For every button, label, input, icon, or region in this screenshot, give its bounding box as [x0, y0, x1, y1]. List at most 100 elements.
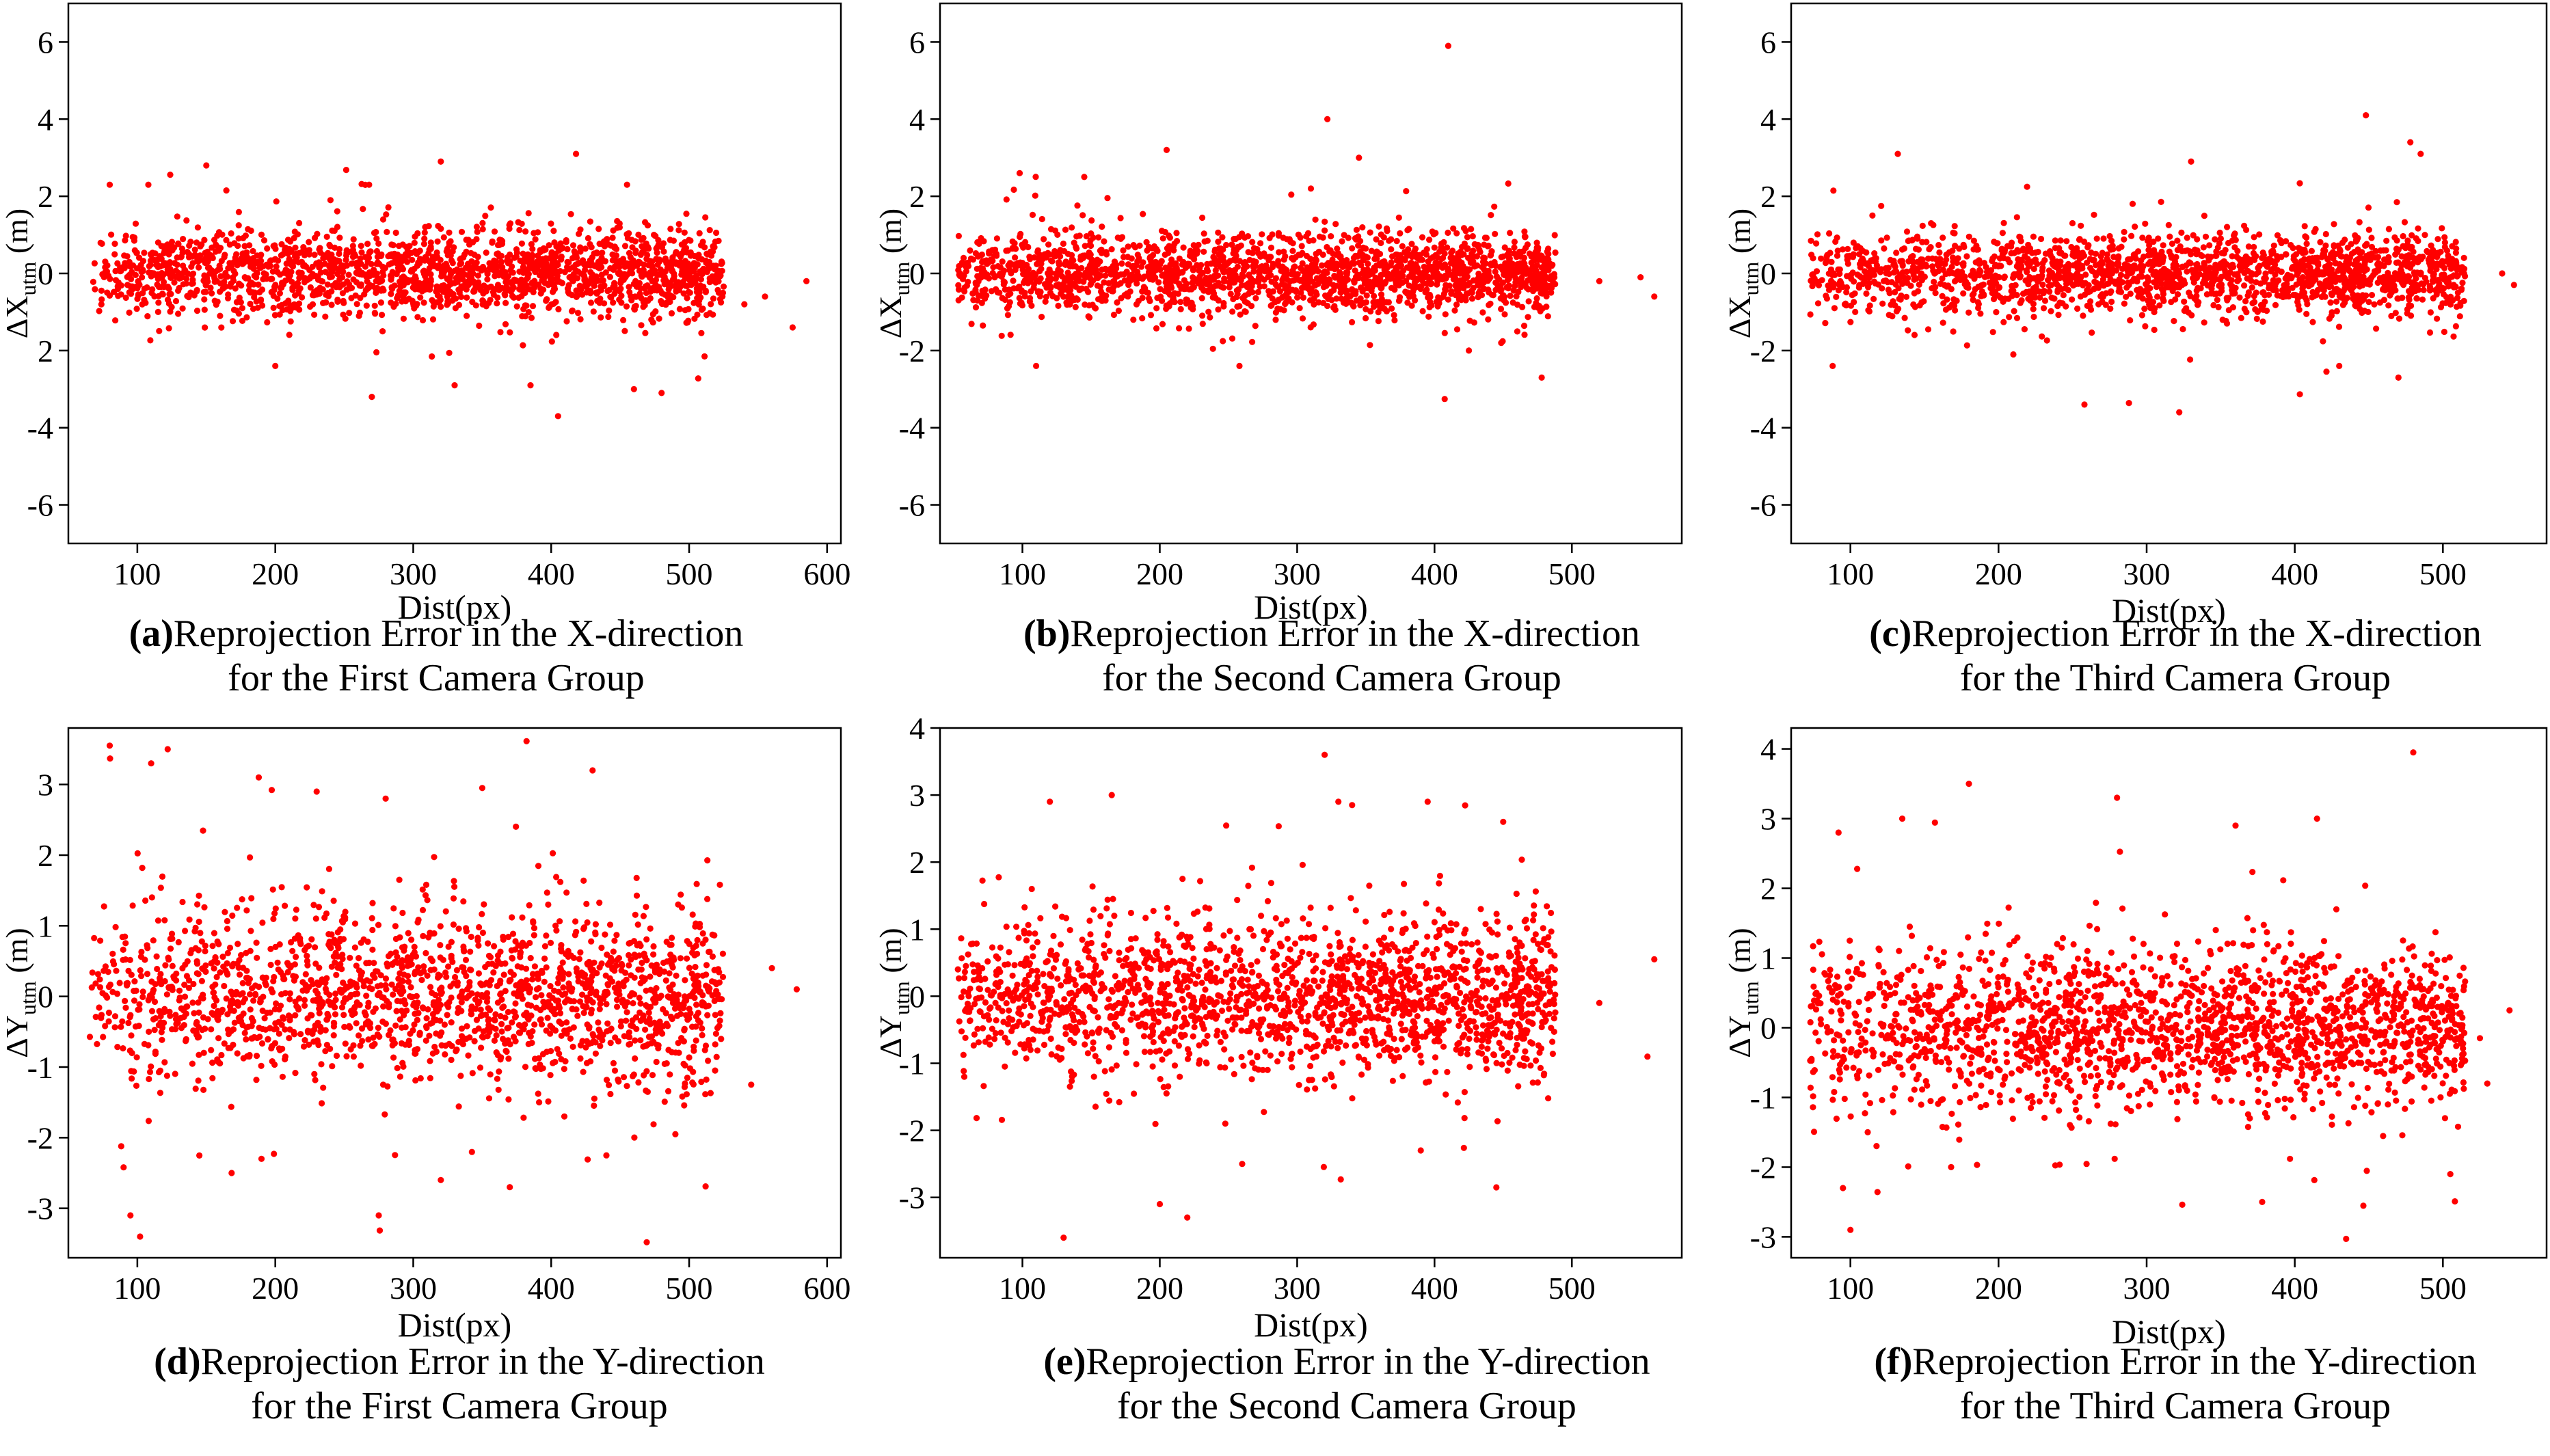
- data-point: [527, 262, 534, 269]
- data-point: [1084, 267, 1092, 274]
- data-point: [1030, 269, 1036, 276]
- data-point: [379, 263, 386, 270]
- data-point: [1404, 264, 1411, 271]
- data-point: [1367, 342, 1373, 349]
- data-point: [2005, 295, 2012, 302]
- data-point: [1045, 250, 1051, 256]
- data-point: [270, 304, 277, 311]
- data-point: [657, 266, 664, 273]
- data-point: [706, 275, 713, 282]
- data-point: [1391, 316, 1398, 324]
- data-point: [232, 254, 239, 261]
- data-point: [507, 258, 513, 265]
- data-point: [498, 258, 505, 265]
- data-point: [1219, 234, 1226, 241]
- data-point: [554, 260, 561, 267]
- data-point: [641, 269, 647, 275]
- data-point: [215, 247, 222, 254]
- data-point: [2456, 313, 2463, 320]
- data-point: [1464, 268, 1471, 275]
- data-point: [2251, 234, 2257, 241]
- data-point: [985, 275, 993, 282]
- data-point: [241, 243, 248, 250]
- data-point: [1073, 295, 1080, 302]
- data-point: [2231, 230, 2238, 237]
- data-point: [716, 295, 724, 303]
- data-point: [1436, 260, 1443, 267]
- data-point: [343, 252, 350, 259]
- data-point: [632, 278, 639, 284]
- y-tick-label: 2: [38, 334, 53, 368]
- data-point: [148, 252, 155, 258]
- data-point: [1851, 278, 1857, 285]
- data-point: [579, 291, 586, 298]
- data-point: [1045, 280, 1051, 287]
- data-point: [523, 275, 531, 282]
- data-point: [178, 254, 185, 260]
- data-point: [1158, 228, 1166, 234]
- data-point: [278, 284, 285, 291]
- data-point: [1231, 256, 1238, 263]
- data-point: [1235, 243, 1242, 250]
- data-point: [681, 229, 688, 236]
- data-point: [447, 238, 454, 245]
- data-point: [1375, 318, 1382, 325]
- data-point: [2375, 260, 2382, 267]
- data-point: [1434, 281, 1440, 288]
- data-point: [1420, 270, 1427, 277]
- data-point: [214, 298, 221, 305]
- data-point: [577, 226, 584, 233]
- data-point: [310, 273, 317, 280]
- data-point: [1252, 258, 1259, 265]
- data-point: [1349, 286, 1356, 293]
- data-point: [375, 240, 382, 247]
- data-point: [693, 288, 700, 295]
- data-point: [301, 275, 308, 282]
- data-point: [2024, 183, 2030, 190]
- data-point: [1121, 277, 1128, 284]
- data-point: [1808, 252, 1815, 258]
- data-point: [546, 242, 552, 249]
- data-point: [159, 291, 166, 297]
- data-point: [477, 286, 484, 293]
- data-point: [1165, 272, 1172, 279]
- data-point: [322, 313, 329, 320]
- data-point: [228, 230, 234, 237]
- data-point: [668, 266, 675, 273]
- data-point: [246, 258, 253, 265]
- data-point: [1038, 215, 1045, 223]
- data-point: [525, 210, 532, 217]
- data-point: [1531, 304, 1538, 310]
- data-point: [658, 244, 666, 251]
- data-point: [1414, 277, 1421, 284]
- data-point: [1094, 256, 1101, 263]
- data-point: [1066, 301, 1073, 308]
- data-point: [652, 308, 659, 315]
- data-point: [1042, 298, 1049, 305]
- data-point: [1321, 218, 1328, 225]
- data-point: [373, 247, 381, 255]
- data-point: [697, 282, 704, 289]
- data-point: [509, 263, 515, 270]
- data-point: [385, 204, 392, 211]
- data-point: [587, 241, 593, 247]
- data-point: [209, 253, 215, 260]
- data-point: [1498, 306, 1505, 312]
- data-point: [1337, 289, 1344, 296]
- data-point: [132, 220, 139, 227]
- data-point: [1533, 295, 1540, 302]
- data-point: [1227, 291, 1234, 297]
- data-point: [392, 300, 399, 308]
- data-point: [1388, 284, 1395, 291]
- data-point: [1099, 224, 1105, 230]
- data-point: [706, 310, 713, 316]
- data-point: [1038, 314, 1045, 321]
- data-point: [986, 250, 993, 257]
- data-point: [316, 246, 323, 253]
- data-point: [472, 302, 479, 309]
- data-point: [2181, 298, 2188, 305]
- data-point: [1114, 299, 1120, 306]
- data-point: [183, 217, 190, 224]
- data-point: [144, 284, 150, 291]
- data-point: [632, 238, 639, 245]
